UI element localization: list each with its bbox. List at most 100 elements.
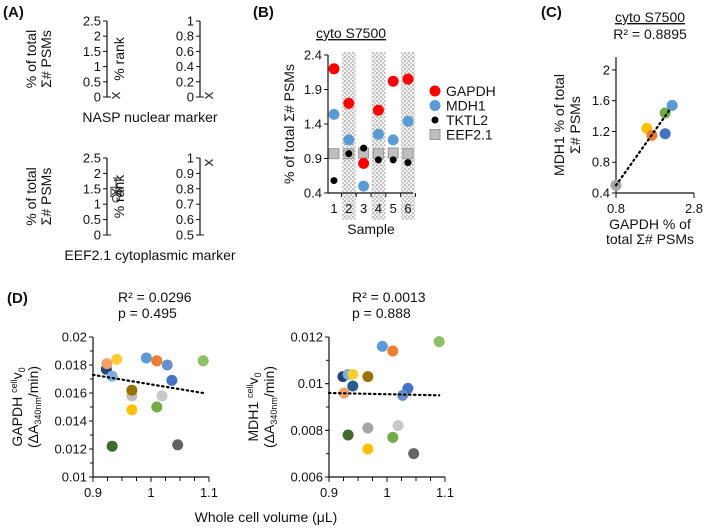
d1-x-tick-label: 0.9 (84, 485, 102, 500)
b-point-tktl2 (374, 156, 382, 164)
d2-y-unit-sub: 340nm (269, 397, 279, 425)
d2-x-tick-label: 0.9 (320, 485, 338, 500)
d1-y-unit-pre: (ΔA (25, 424, 41, 448)
d2-y-tick-label: 0.008 (290, 423, 323, 438)
a-0-1-x-marker (204, 92, 214, 99)
d2-y-label-v: v (245, 377, 261, 384)
d2-y-tick-label: 0.01 (298, 376, 323, 391)
b-y-tick-label: 1.4 (304, 117, 322, 132)
a-1-1-x-marker (204, 159, 214, 167)
d1-y-label-sub: 0 (17, 367, 27, 372)
c-xlabel-1: GAPDH % of (609, 216, 691, 232)
d2-y-label: MDH1 cellv0 (245, 372, 263, 441)
a-1-1-y-tick-label: 0.7 (176, 197, 194, 212)
b-point-mdh1 (328, 108, 340, 120)
b-point-gapdh (343, 97, 355, 109)
legend-tktl2-swatch (431, 116, 439, 124)
c-point (659, 128, 671, 140)
c-y-tick-label: 1.6 (592, 93, 610, 108)
a-1-0-y-tick-label: 2.5 (83, 151, 101, 166)
d2-point (387, 345, 399, 357)
b-point-tktl2 (360, 144, 368, 152)
a-1-0-y-tick-label: 0 (94, 228, 101, 243)
b-x-tick-label: 5 (390, 201, 397, 216)
a-0-0-y-tick-label: 1 (94, 59, 101, 74)
b-y-tick-label: 0.4 (304, 186, 322, 201)
d2-point (362, 443, 374, 455)
d1-point (151, 401, 163, 413)
c-title: cyto S7500 (615, 9, 685, 25)
b-title: cyto S7500 (316, 25, 386, 41)
a-1-1-y-tick-label: 0.6 (176, 212, 194, 227)
d1-y-tick-label: 0.01 (62, 470, 87, 485)
d2-x-tick-label: 1.1 (436, 485, 454, 500)
d1-y-label-main: GAPDH (9, 393, 25, 447)
a-0-0-y-tick-label: 1.5 (83, 44, 101, 59)
c-ylabel-1: MDH1 % of total (551, 74, 567, 176)
panel-label-d: (D) (7, 290, 28, 307)
a-0-1-y-tick-label: 0.6 (176, 44, 194, 59)
d2-point (342, 429, 354, 441)
a-1-0-y-tick-label: 1.5 (83, 181, 101, 196)
a-0-0-y-tick-label: 0.5 (83, 74, 101, 89)
b-y-tick-label: 2.4 (304, 48, 322, 63)
d2-point (376, 340, 388, 352)
c-y-tick-label: 0.8 (592, 155, 610, 170)
d1-trendline (91, 373, 205, 395)
d2-y-label-main: MDH1 (245, 398, 261, 442)
a-1-1-y-tick-label: 0.5 (176, 228, 194, 243)
d2-r2: R² = 0.0013 (352, 289, 426, 305)
b-point-mdh1 (343, 134, 355, 146)
a-1-1-y-tick-label: 0.8 (176, 181, 194, 196)
a-0-0-y-tick-label: 2 (94, 29, 101, 44)
b-y-tick-label: 0.9 (304, 151, 322, 166)
d1-y-tick-label: 0.02 (62, 330, 87, 345)
d2-point (392, 420, 404, 432)
a-0-0-y-label: % of total (23, 30, 39, 88)
a-1-0-y-label: Σ# PSMs (38, 168, 54, 226)
b-x-tick-label: 2 (345, 201, 352, 216)
c-x-tick-label: 2.8 (685, 201, 703, 216)
d1-point (161, 359, 173, 371)
d1-r2: R² = 0.0296 (118, 289, 192, 305)
d2-point (347, 368, 359, 380)
d1-point (111, 353, 123, 365)
c-x-tick-label: 0.8 (607, 201, 625, 216)
c-r2: R² = 0.8895 (613, 26, 687, 42)
panel-label-c: (C) (541, 4, 562, 21)
eef-caption: EEF2.1 cytoplasmic marker (64, 247, 235, 263)
legend-tktl2-label: TKTL2 (446, 112, 488, 128)
d1-y-tick-label: 0.016 (54, 386, 87, 401)
b-ylabel: % of total Σ# PSMs (281, 64, 297, 184)
d2-point (362, 371, 374, 383)
d1-y-unit-sub: 340nm (33, 397, 43, 425)
d1-y-unit: (ΔA340nm/min) (25, 366, 43, 448)
c-point (666, 99, 678, 111)
legend-eef2.1-swatch (429, 129, 441, 140)
a-0-1-y-tick-label: 1 (187, 14, 194, 29)
d1-point (166, 374, 178, 386)
d1-point (140, 352, 152, 364)
a-0-1-y-tick-label: 0.2 (176, 74, 194, 89)
b-point-gapdh (372, 104, 384, 116)
d2-y-tick-label: 0.006 (290, 470, 323, 485)
a-0-1-y-tick-label: 0.8 (176, 29, 194, 44)
d1-p: p = 0.495 (118, 305, 177, 321)
a-1-0-x-marker (111, 188, 121, 196)
b-point-tktl2 (345, 150, 353, 158)
c-ylabel-2: Σ# PSMs (567, 96, 583, 154)
legend-mdh1-label: MDH1 (446, 98, 486, 114)
d2-point (362, 422, 374, 434)
d1-x-tick-label: 1.1 (200, 485, 218, 500)
a-1-0-y-tick-label: 0.5 (83, 212, 101, 227)
a-0-1-y-tick-label: 0 (187, 90, 194, 105)
panel-label-a: (A) (3, 4, 24, 21)
c-xlabel-2: total Σ# PSMs (606, 231, 694, 247)
d1-y-tick-label: 0.018 (54, 358, 87, 373)
d1-y-tick-label: 0.014 (54, 414, 87, 429)
d2-trendline (327, 391, 441, 397)
b-point-tktl2 (404, 159, 412, 167)
c-y-tick-label: 2 (603, 62, 610, 77)
d2-y-unit-pre: (ΔA (261, 424, 277, 448)
